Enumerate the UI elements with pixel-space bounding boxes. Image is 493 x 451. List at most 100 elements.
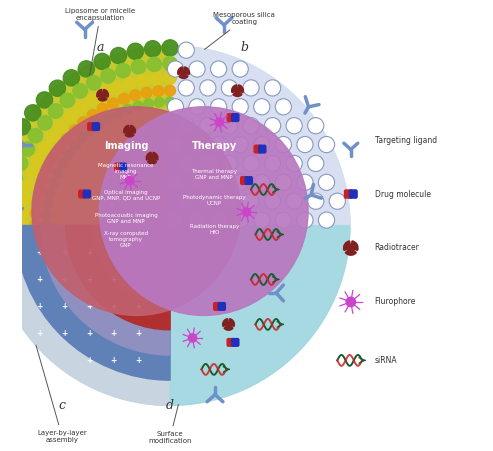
Circle shape	[153, 86, 164, 97]
Circle shape	[166, 108, 175, 117]
Circle shape	[70, 141, 80, 151]
Circle shape	[38, 142, 51, 154]
Circle shape	[20, 142, 35, 156]
Circle shape	[264, 193, 281, 209]
Circle shape	[98, 87, 110, 100]
Text: Photoacoustic imaging
GNP and MNP: Photoacoustic imaging GNP and MNP	[95, 213, 157, 224]
Text: Mesoporous silica
coating: Mesoporous silica coating	[205, 13, 275, 49]
Circle shape	[0, 183, 4, 199]
FancyBboxPatch shape	[345, 190, 352, 198]
Circle shape	[52, 221, 61, 230]
Circle shape	[286, 193, 302, 209]
FancyBboxPatch shape	[259, 145, 266, 153]
Circle shape	[78, 117, 89, 128]
Text: Drug molecule: Drug molecule	[375, 189, 431, 198]
Circle shape	[42, 163, 53, 174]
Wedge shape	[351, 241, 358, 250]
Circle shape	[146, 110, 155, 119]
Text: a: a	[97, 41, 104, 55]
Circle shape	[297, 212, 313, 228]
Circle shape	[70, 125, 80, 135]
Circle shape	[73, 84, 87, 98]
Circle shape	[93, 134, 102, 143]
Text: +: +	[86, 275, 92, 284]
Circle shape	[349, 246, 353, 250]
Wedge shape	[15, 226, 170, 380]
Wedge shape	[179, 73, 188, 78]
Circle shape	[232, 174, 248, 190]
Circle shape	[61, 133, 72, 144]
Circle shape	[264, 118, 281, 134]
Circle shape	[211, 61, 227, 77]
Circle shape	[100, 107, 308, 315]
Circle shape	[22, 179, 35, 191]
Text: +: +	[36, 329, 43, 338]
Wedge shape	[98, 95, 107, 101]
Circle shape	[14, 119, 31, 135]
Circle shape	[178, 193, 194, 209]
Circle shape	[297, 174, 313, 190]
Circle shape	[0, 166, 8, 182]
Wedge shape	[345, 248, 356, 255]
Wedge shape	[103, 89, 108, 97]
Circle shape	[48, 104, 63, 118]
Circle shape	[254, 174, 270, 190]
Text: +: +	[61, 275, 68, 284]
Text: +: +	[111, 356, 117, 365]
Wedge shape	[183, 67, 189, 74]
Circle shape	[189, 99, 205, 115]
Circle shape	[127, 43, 143, 60]
Circle shape	[254, 212, 270, 228]
Wedge shape	[40, 226, 170, 355]
Wedge shape	[66, 226, 170, 330]
Circle shape	[59, 182, 68, 191]
Circle shape	[147, 57, 161, 72]
Circle shape	[221, 155, 238, 171]
Circle shape	[189, 137, 205, 152]
Circle shape	[164, 72, 176, 84]
Wedge shape	[223, 319, 229, 327]
Wedge shape	[124, 125, 130, 133]
Circle shape	[63, 173, 72, 182]
Circle shape	[211, 174, 227, 190]
Circle shape	[128, 129, 132, 133]
Text: Radiotracer: Radiotracer	[375, 244, 420, 253]
Circle shape	[43, 199, 53, 209]
Circle shape	[87, 76, 101, 90]
Wedge shape	[147, 158, 157, 164]
Circle shape	[94, 53, 110, 69]
Circle shape	[65, 110, 77, 123]
Circle shape	[346, 297, 355, 307]
Circle shape	[55, 120, 68, 133]
Circle shape	[19, 192, 32, 205]
Circle shape	[200, 155, 216, 171]
Circle shape	[329, 193, 346, 209]
Circle shape	[243, 80, 259, 96]
Text: +: +	[86, 302, 92, 311]
Circle shape	[79, 148, 88, 157]
Circle shape	[0, 200, 1, 216]
Text: Layer-by-layer
assembly: Layer-by-layer assembly	[36, 345, 87, 443]
Text: Surface
modification: Surface modification	[148, 405, 192, 444]
Wedge shape	[130, 125, 136, 133]
Circle shape	[150, 156, 154, 160]
Text: +: +	[111, 329, 117, 338]
FancyBboxPatch shape	[115, 163, 122, 171]
Circle shape	[36, 92, 53, 108]
Circle shape	[227, 322, 230, 326]
Circle shape	[127, 115, 136, 124]
Circle shape	[143, 99, 153, 109]
Circle shape	[38, 115, 52, 130]
Circle shape	[232, 137, 248, 152]
Circle shape	[86, 94, 99, 106]
FancyBboxPatch shape	[227, 114, 234, 121]
Circle shape	[154, 97, 164, 107]
Circle shape	[318, 174, 335, 190]
Circle shape	[243, 118, 259, 134]
Circle shape	[178, 118, 194, 134]
Circle shape	[101, 69, 115, 83]
Text: +: +	[136, 302, 141, 311]
Text: Radiation therapy
HfO: Radiation therapy HfO	[189, 225, 239, 235]
FancyBboxPatch shape	[232, 114, 239, 121]
Text: +: +	[136, 248, 141, 257]
